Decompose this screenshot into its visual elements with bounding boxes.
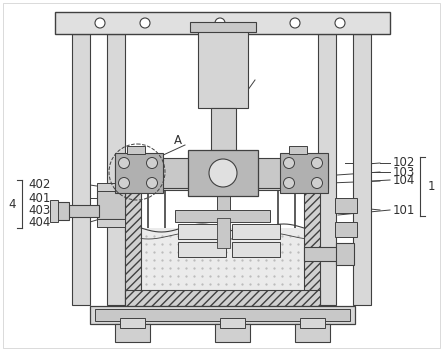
Circle shape	[118, 158, 129, 168]
Text: 402: 402	[28, 179, 51, 192]
Bar	[335, 198, 357, 213]
Bar	[178, 224, 226, 239]
Bar	[97, 183, 125, 191]
Text: 104: 104	[393, 174, 416, 187]
Bar	[125, 290, 320, 306]
Text: 401: 401	[28, 192, 51, 205]
Bar	[335, 222, 357, 237]
Circle shape	[95, 18, 105, 28]
Circle shape	[335, 18, 345, 28]
Circle shape	[215, 18, 225, 28]
Circle shape	[209, 159, 237, 187]
Bar	[295, 324, 330, 342]
Text: 4: 4	[8, 198, 16, 211]
Bar	[107, 34, 125, 305]
Circle shape	[147, 178, 158, 188]
Bar	[175, 210, 270, 222]
Text: 103: 103	[393, 166, 415, 179]
Circle shape	[311, 178, 323, 188]
Bar	[65, 205, 99, 217]
Bar	[125, 188, 141, 306]
Bar	[72, 34, 90, 305]
Circle shape	[284, 158, 295, 168]
Bar	[215, 324, 250, 342]
Bar	[232, 242, 280, 257]
Circle shape	[290, 18, 300, 28]
Bar	[141, 228, 304, 290]
Bar	[300, 318, 325, 328]
Bar	[120, 318, 145, 328]
Bar	[198, 28, 248, 108]
Bar	[55, 202, 69, 220]
Bar	[95, 309, 350, 321]
Bar	[90, 306, 355, 324]
Bar	[115, 324, 150, 342]
Circle shape	[140, 18, 150, 28]
Bar	[188, 150, 258, 196]
Bar	[178, 242, 226, 257]
Text: 404: 404	[28, 216, 51, 229]
Text: 403: 403	[28, 204, 50, 217]
Text: 101: 101	[393, 204, 416, 217]
Bar	[115, 158, 328, 188]
Bar	[97, 187, 125, 219]
Bar	[336, 243, 354, 265]
Bar	[318, 34, 336, 305]
Circle shape	[311, 158, 323, 168]
Bar	[280, 153, 328, 193]
Bar	[220, 318, 245, 328]
Bar	[304, 247, 339, 261]
Bar	[304, 188, 320, 306]
Text: 102: 102	[393, 157, 416, 170]
Bar	[115, 153, 163, 193]
Bar	[289, 146, 307, 154]
Bar	[217, 218, 230, 248]
Bar	[211, 108, 236, 163]
Bar	[190, 22, 256, 32]
Circle shape	[284, 178, 295, 188]
Bar	[232, 224, 280, 239]
Bar	[120, 180, 325, 190]
Bar	[97, 219, 125, 227]
Text: 1: 1	[428, 179, 435, 192]
Bar	[217, 188, 230, 218]
Bar	[353, 34, 371, 305]
Text: A: A	[174, 133, 182, 146]
Circle shape	[147, 158, 158, 168]
Bar	[55, 12, 390, 34]
Circle shape	[118, 178, 129, 188]
Bar	[127, 146, 145, 154]
Bar	[50, 200, 58, 222]
